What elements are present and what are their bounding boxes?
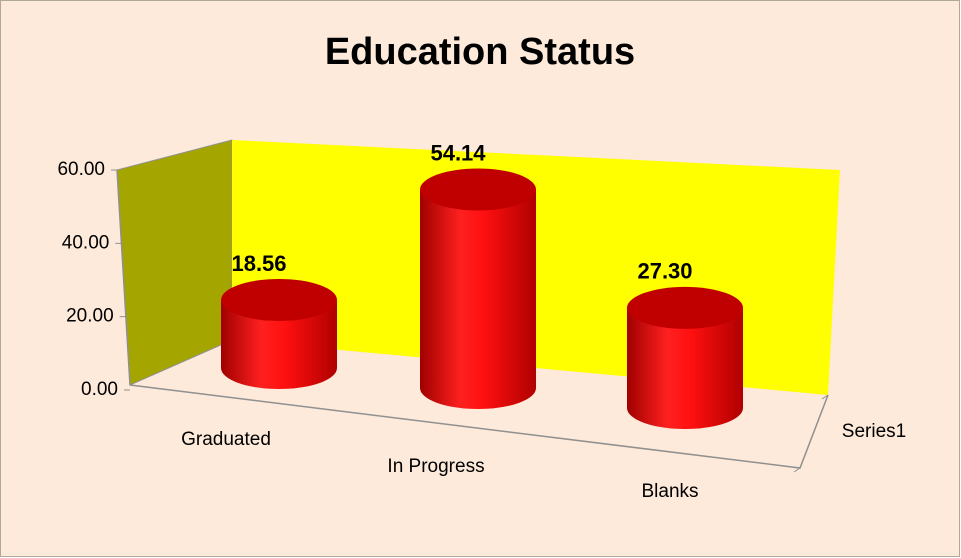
value-label: 18.56 (231, 251, 286, 276)
bar (627, 307, 743, 429)
value-label: 27.30 (637, 259, 692, 284)
bar-top (420, 168, 536, 211)
y-tick-label: 40.00 (62, 232, 110, 253)
x-tick-label: Graduated (181, 429, 271, 450)
y-tick-label: 20.00 (66, 306, 114, 327)
bar-top (627, 286, 743, 329)
bar-top (221, 278, 337, 321)
chart-title: Education Status (325, 31, 635, 73)
y-axis-line (116, 169, 131, 386)
x-tick-label: Blanks (641, 481, 698, 502)
y-tick-label: 60.00 (57, 159, 105, 180)
bar (221, 299, 337, 389)
value-label: 54.14 (430, 140, 486, 165)
depth-tick (821, 394, 829, 400)
bar (420, 189, 536, 409)
x-tick-label: In Progress (387, 456, 484, 477)
depth-tick (793, 467, 801, 473)
series-label: Series1 (842, 421, 906, 442)
y-tick-label: 0.00 (81, 379, 118, 400)
